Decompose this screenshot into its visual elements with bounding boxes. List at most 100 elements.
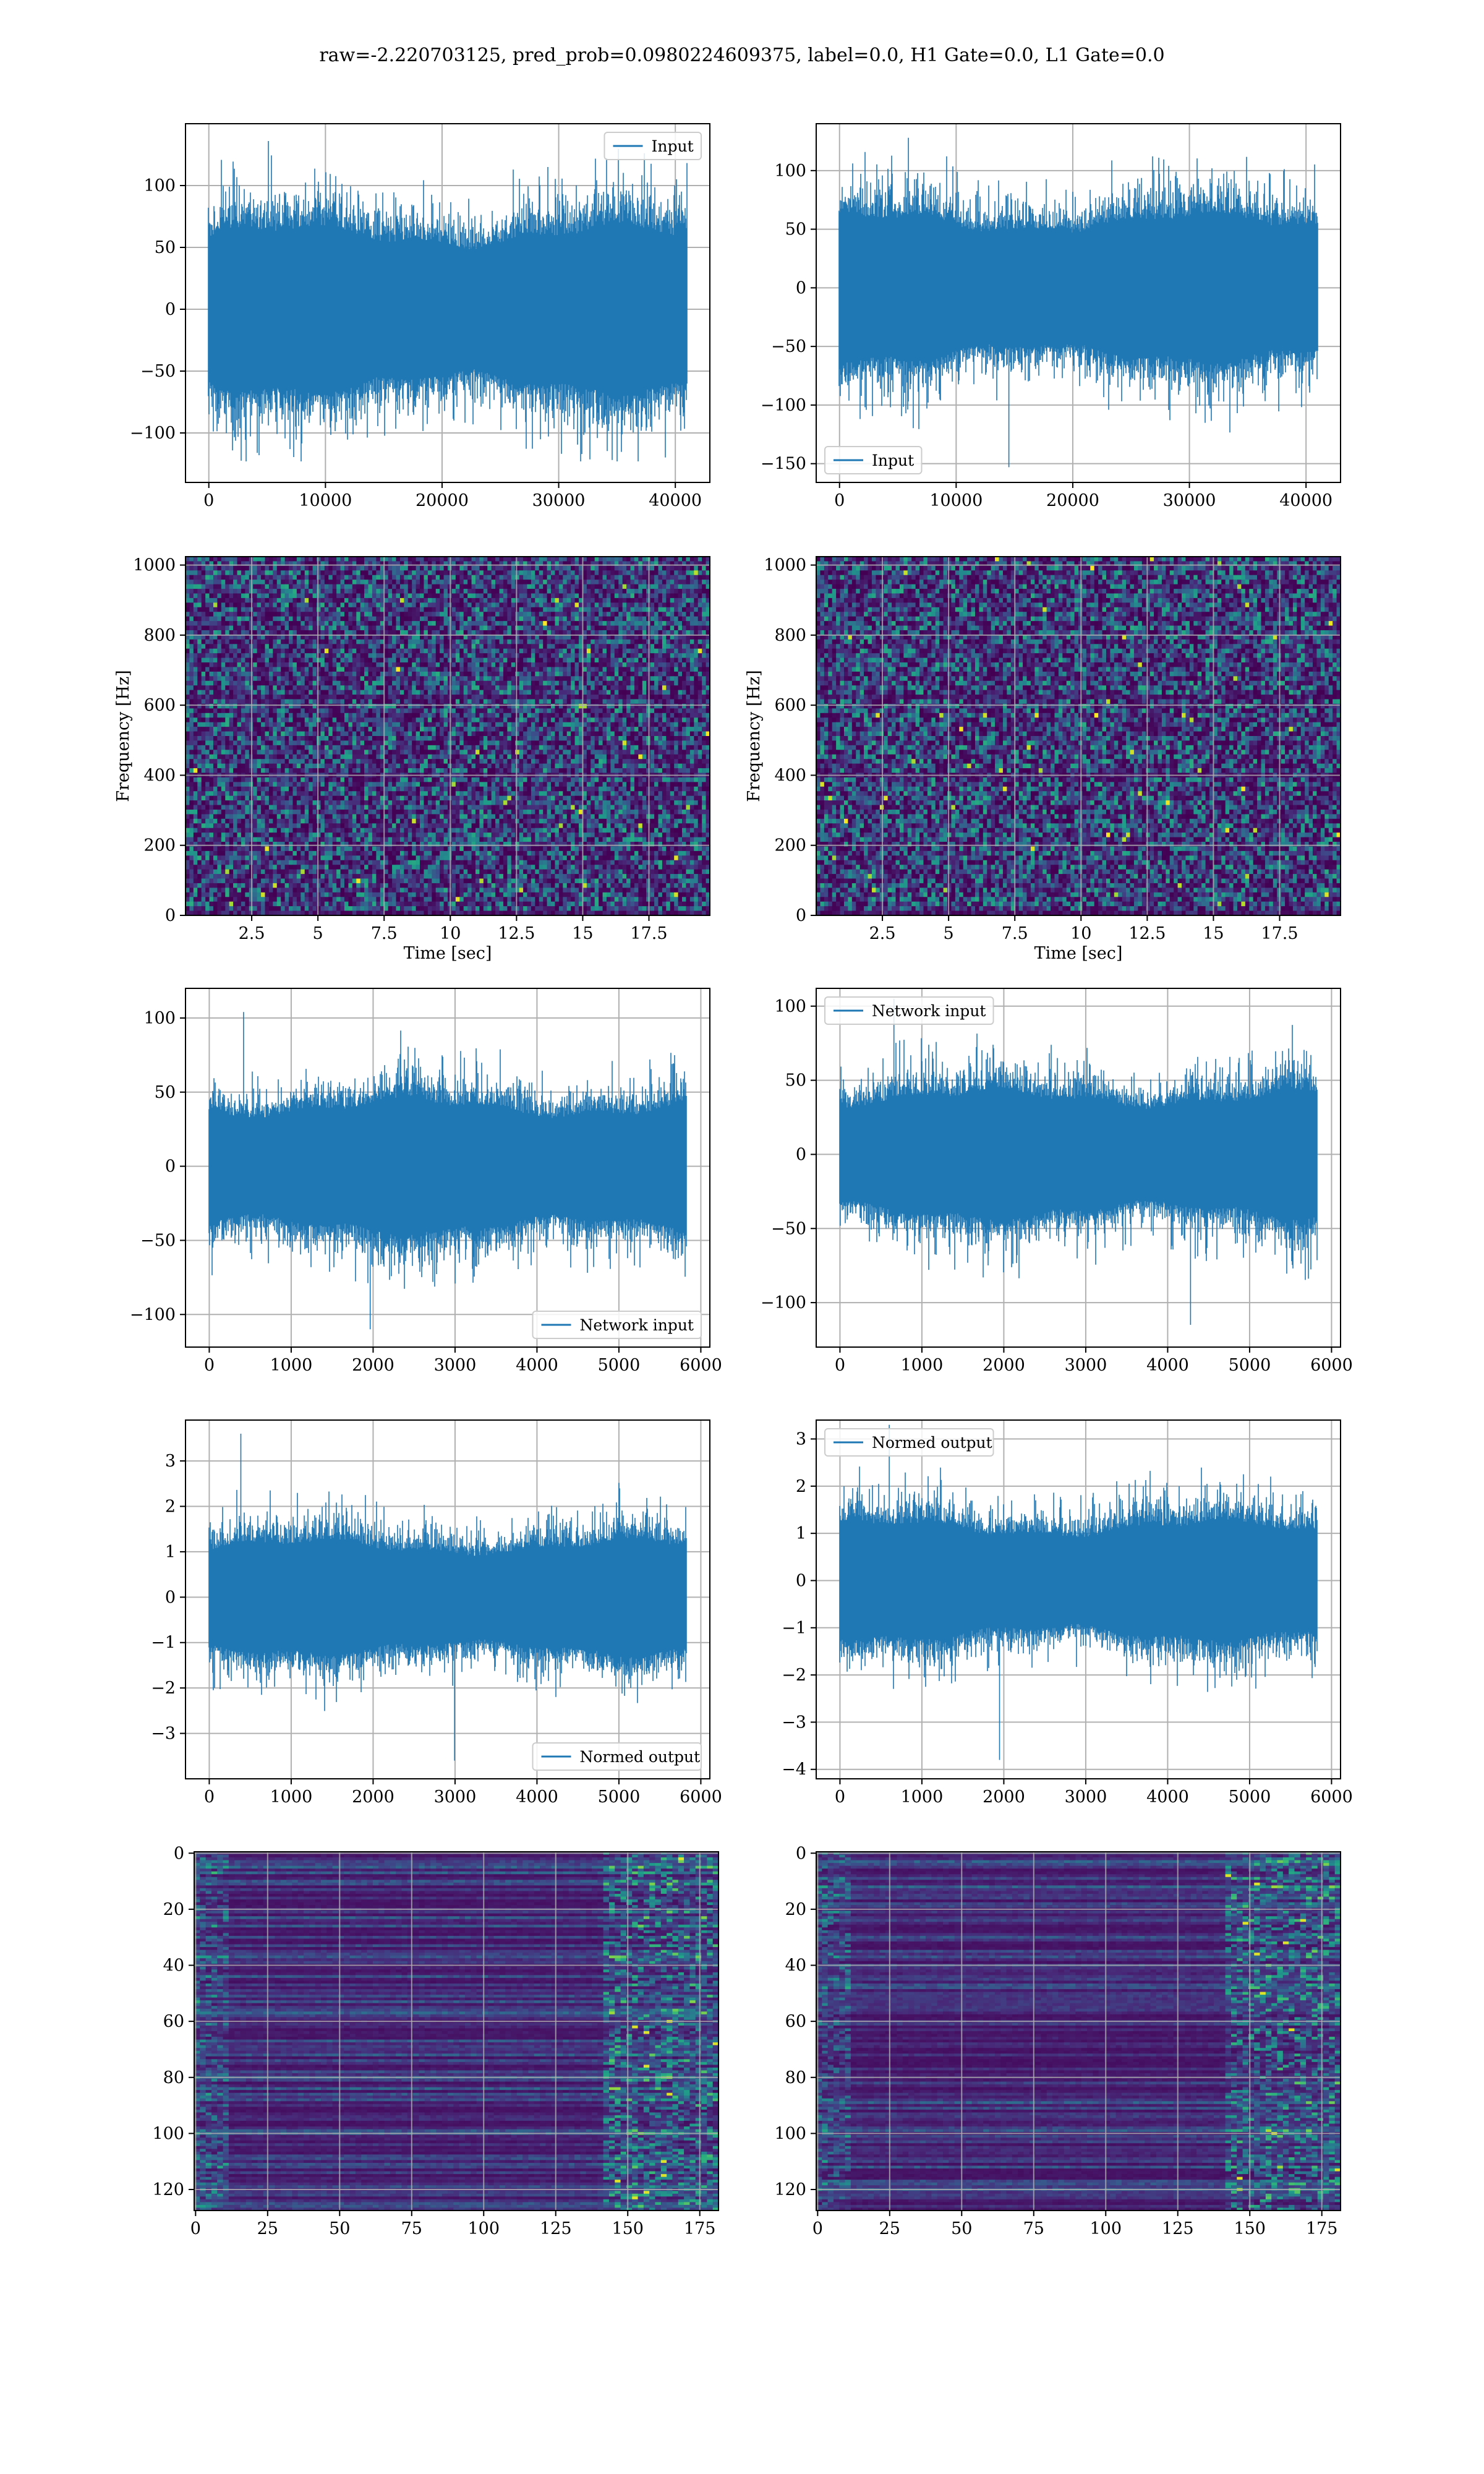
axes-input-l1: 0 10000 20000 30000 40000−150−100−50050100In… — [761, 124, 1341, 510]
legend-label: Network input — [580, 1316, 694, 1334]
y-tick-label: 800 — [774, 626, 806, 645]
y-tick-label: −1 — [151, 1633, 176, 1653]
y-tick-label: 0 — [165, 1157, 176, 1176]
y-tick-label: 120 — [774, 2180, 806, 2199]
y-tick-label: 100 — [143, 176, 176, 195]
y-tick-label: 400 — [143, 766, 176, 785]
x-tick-label: 1000 — [901, 1787, 944, 1807]
x-axis-label: Time [sec] — [404, 944, 492, 963]
y-tick-label: 0 — [165, 906, 176, 925]
x-tick-label: 50 — [951, 2219, 972, 2238]
x-tick-label: 7.5 — [371, 924, 398, 943]
y-tick-label: −50 — [140, 1231, 176, 1250]
legend-label: Input — [652, 137, 694, 155]
y-tick-label: 40 — [163, 1956, 184, 1975]
series-line — [209, 1434, 686, 1761]
y-tick-label: 20 — [785, 1900, 806, 1919]
x-tick-label: 3000 — [434, 1356, 477, 1375]
y-tick-label: −50 — [771, 1219, 806, 1238]
x-tick-label: 20000 — [416, 491, 469, 510]
x-tick-label: 10 — [1070, 924, 1091, 943]
y-tick-label: 1 — [165, 1543, 176, 1562]
x-tick-label: 15 — [572, 924, 593, 943]
x-tick-label: 4000 — [1146, 1787, 1189, 1807]
axes-spectrogram-l1: 2.5 5 7.5 10 12.5 15 17.502004006008001000Time… — [744, 556, 1341, 963]
y-tick-label: 1000 — [133, 556, 176, 575]
y-tick-label: 100 — [152, 2124, 184, 2143]
heatmap-cells — [816, 557, 1341, 916]
x-tick-label: 75 — [1023, 2219, 1044, 2238]
y-tick-label: 50 — [785, 1071, 806, 1090]
x-tick-label: 0 — [204, 1787, 215, 1807]
x-tick-label: 0 — [834, 491, 845, 510]
y-tick-label: 60 — [163, 2012, 184, 2031]
x-tick-label: 6000 — [1310, 1356, 1353, 1375]
y-tick-label: 1000 — [764, 556, 806, 575]
y-tick-label: 0 — [796, 1571, 806, 1590]
y-tick-label: 1 — [796, 1524, 806, 1543]
x-tick-label: 150 — [612, 2219, 644, 2238]
y-tick-label: 3 — [165, 1452, 176, 1471]
y-tick-label: 0 — [174, 1844, 184, 1863]
legend: Normed output — [825, 1429, 994, 1456]
y-tick-label: 50 — [785, 220, 806, 239]
x-tick-label: 0 — [190, 2219, 201, 2238]
legend-label: Normed output — [580, 1748, 701, 1766]
y-tick-label: −100 — [761, 1293, 806, 1312]
y-tick-label: 100 — [774, 997, 806, 1016]
y-tick-label: −150 — [761, 455, 806, 474]
x-tick-label: 175 — [684, 2219, 716, 2238]
y-tick-label: −50 — [771, 337, 806, 356]
series-line — [208, 141, 687, 461]
x-tick-label: 0 — [835, 1356, 845, 1375]
x-tick-label: 0 — [203, 491, 214, 510]
legend: Input — [825, 447, 922, 474]
x-tick-label: 17.5 — [630, 924, 667, 943]
x-tick-label: 40000 — [1279, 491, 1333, 510]
y-tick-label: 200 — [774, 836, 806, 855]
x-tick-label: 0 — [204, 1356, 215, 1375]
x-tick-label: 5 — [944, 924, 954, 943]
y-tick-label: −3 — [782, 1713, 806, 1732]
x-tick-label: 5 — [313, 924, 323, 943]
x-tick-label: 1000 — [270, 1356, 313, 1375]
x-tick-label: 12.5 — [498, 924, 535, 943]
x-tick-label: 10 — [440, 924, 461, 943]
x-tick-label: 0 — [835, 1787, 845, 1807]
heatmap-cells — [194, 1852, 719, 2211]
x-tick-label: 12.5 — [1128, 924, 1166, 943]
y-tick-label: 0 — [165, 300, 176, 319]
x-axis-label: Time [sec] — [1034, 944, 1123, 963]
x-tick-label: 30000 — [1163, 491, 1216, 510]
x-tick-label: 10000 — [929, 491, 983, 510]
x-tick-label: 25 — [257, 2219, 278, 2238]
y-tick-label: 60 — [785, 2012, 806, 2031]
y-tick-label: 200 — [143, 836, 176, 855]
y-tick-label: −50 — [140, 362, 176, 381]
figure-title: raw=-2.220703125, pred_prob=0.0980224609… — [319, 45, 1164, 66]
x-tick-label: 50 — [329, 2219, 350, 2238]
y-tick-label: 3 — [796, 1430, 806, 1449]
y-tick-label: 0 — [796, 1145, 806, 1164]
y-tick-label: −3 — [151, 1724, 176, 1744]
y-tick-label: 80 — [785, 2068, 806, 2087]
x-tick-label: 2000 — [983, 1787, 1025, 1807]
x-tick-label: 4000 — [516, 1356, 558, 1375]
series-line — [840, 999, 1317, 1325]
y-tick-label: 2 — [165, 1497, 176, 1516]
legend-label: Input — [872, 452, 914, 469]
y-tick-label: 0 — [165, 1588, 176, 1607]
series-line — [839, 138, 1318, 468]
legend: Normed output — [533, 1743, 702, 1770]
x-tick-label: 2000 — [352, 1356, 394, 1375]
y-tick-label: −100 — [130, 424, 176, 443]
series-line — [840, 1425, 1317, 1760]
axes-spectrogram-h1: 2.5 5 7.5 10 12.5 15 17.502004006008001000Time… — [114, 556, 710, 963]
legend-label: Network input — [872, 1002, 986, 1020]
x-tick-label: 2.5 — [869, 924, 896, 943]
x-tick-label: 1000 — [270, 1787, 313, 1807]
legend: Network input — [533, 1311, 702, 1338]
